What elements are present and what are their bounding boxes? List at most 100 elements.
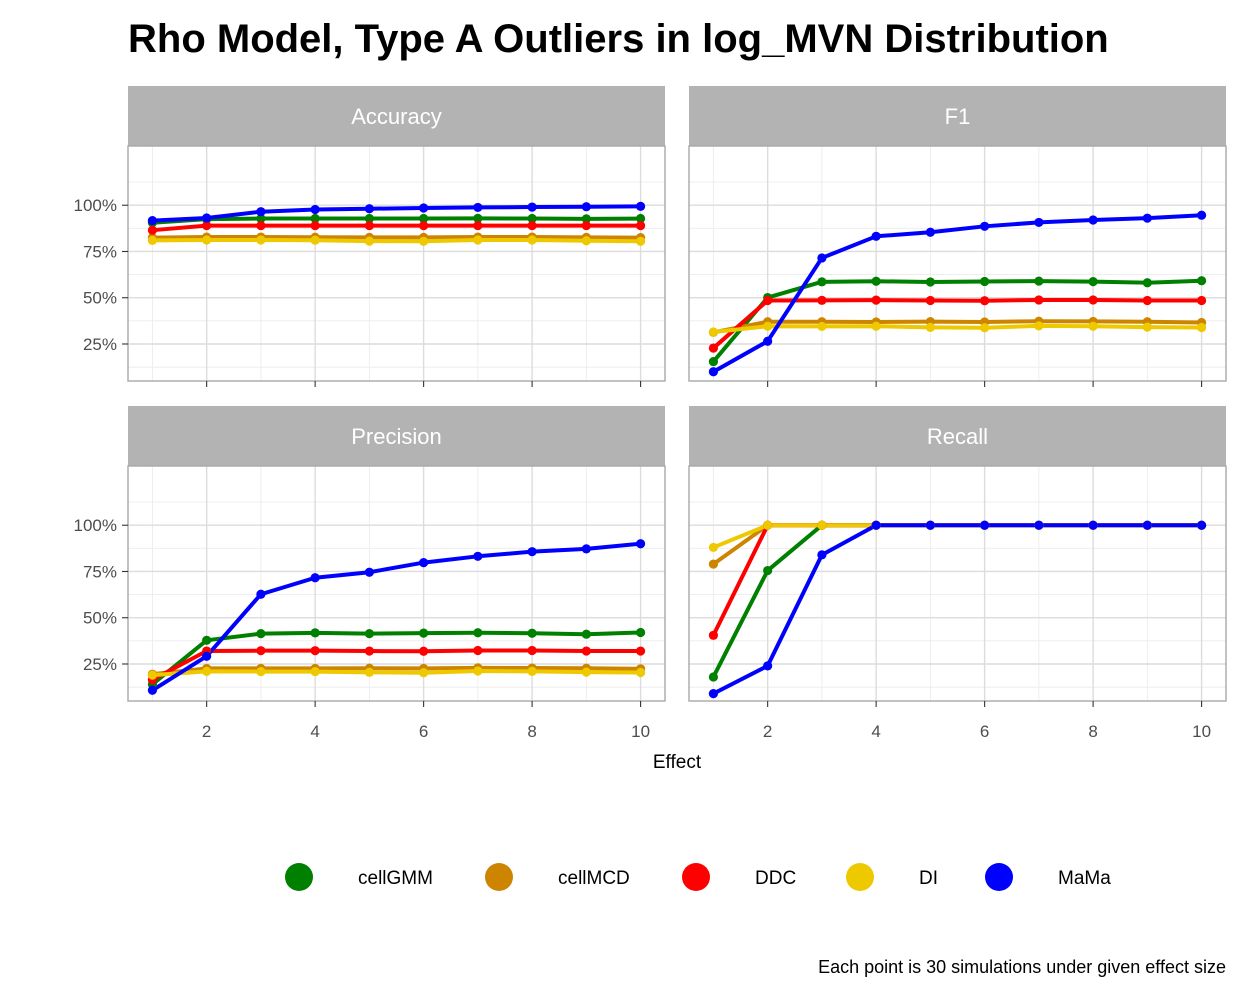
data-point-mama bbox=[310, 204, 320, 215]
data-point-ddc bbox=[310, 220, 320, 231]
panel-border bbox=[688, 145, 1227, 382]
data-point-mama bbox=[527, 202, 537, 212]
data-point-di bbox=[256, 666, 266, 677]
series-line-ddc bbox=[150, 223, 643, 233]
data-point-mama bbox=[147, 215, 158, 226]
data-point-mama bbox=[1034, 217, 1044, 228]
x-tick-label: 4 bbox=[310, 722, 319, 741]
legend-key bbox=[846, 863, 874, 891]
legend-item-ddc: DDC bbox=[682, 863, 796, 891]
data-point-ddc bbox=[980, 296, 990, 306]
x-tick-label: 6 bbox=[980, 722, 989, 741]
data-point-di bbox=[817, 520, 827, 530]
data-point-cellgmm bbox=[527, 213, 537, 224]
chart-title: Rho Model, Type A Outliers in log_MVN Di… bbox=[128, 17, 1109, 61]
data-point-ddc bbox=[202, 220, 212, 231]
data-point-di bbox=[1196, 322, 1207, 333]
data-point-ddc bbox=[310, 646, 320, 656]
data-point-mama bbox=[581, 544, 591, 554]
data-point-cellgmm bbox=[708, 356, 719, 367]
data-point-mama bbox=[1142, 520, 1152, 530]
data-point-mama bbox=[708, 367, 719, 377]
series-line-ddc bbox=[150, 648, 643, 682]
series-line-cellmcd bbox=[711, 523, 1204, 567]
legend-item-cellmcd: cellMCD bbox=[485, 863, 630, 891]
series-line-di bbox=[150, 669, 643, 678]
y-tick-label: 50% bbox=[83, 289, 117, 308]
data-point-ddc bbox=[708, 343, 719, 353]
legend-label: cellGMM bbox=[358, 868, 433, 889]
data-point-di bbox=[147, 670, 158, 680]
legend-item-di: DI bbox=[846, 863, 938, 891]
data-point-mama bbox=[1088, 215, 1098, 225]
data-point-mama bbox=[980, 520, 990, 530]
data-point-cellgmm bbox=[1196, 276, 1207, 286]
data-point-di bbox=[871, 321, 881, 331]
data-point-mama bbox=[364, 204, 374, 214]
data-point-cellgmm bbox=[581, 214, 591, 224]
series-line-mama bbox=[711, 213, 1204, 374]
facet-strip-label: F1 bbox=[945, 104, 971, 129]
data-point-cellgmm bbox=[1088, 277, 1098, 287]
series-line-ddc bbox=[711, 523, 1204, 638]
y-tick-label: 25% bbox=[83, 655, 117, 674]
data-point-mama bbox=[473, 202, 483, 213]
data-point-cellgmm bbox=[1142, 278, 1152, 288]
chart-caption: Each point is 30 simulations under given… bbox=[818, 957, 1226, 977]
data-point-di bbox=[473, 666, 483, 676]
data-point-ddc bbox=[473, 645, 483, 656]
data-point-mama bbox=[925, 227, 935, 237]
data-point-mama bbox=[980, 221, 990, 231]
data-point-ddc bbox=[473, 220, 483, 231]
data-point-di bbox=[256, 235, 266, 245]
x-tick-label: 2 bbox=[202, 722, 211, 741]
legend-label: MaMa bbox=[1058, 868, 1111, 889]
legend-label: DI bbox=[919, 868, 938, 889]
series-line-cellgmm bbox=[150, 630, 643, 687]
legend-key bbox=[285, 863, 313, 891]
data-point-cellgmm bbox=[635, 213, 646, 224]
data-point-cellgmm bbox=[708, 672, 719, 682]
y-tick-label: 50% bbox=[83, 609, 117, 628]
series-line-mama bbox=[150, 541, 643, 693]
series-line-mama bbox=[711, 523, 1204, 696]
data-point-mama bbox=[635, 201, 646, 211]
panel-border bbox=[127, 145, 666, 382]
data-point-ddc bbox=[364, 220, 374, 231]
data-point-ddc bbox=[256, 646, 266, 656]
panel-border bbox=[127, 465, 666, 702]
x-tick-label: 10 bbox=[1192, 722, 1211, 741]
data-point-di bbox=[364, 667, 374, 677]
panel-accuracy: Accuracy 25% 50% 75% 100% bbox=[74, 86, 666, 387]
x-tick-label: 8 bbox=[527, 722, 536, 741]
data-point-ddc bbox=[635, 220, 646, 231]
data-point-ddc bbox=[1142, 295, 1152, 306]
data-point-di bbox=[1034, 321, 1044, 331]
data-point-mama bbox=[364, 567, 374, 577]
facet-strip bbox=[689, 86, 1226, 146]
data-point-mama bbox=[1088, 520, 1098, 530]
data-point-mama bbox=[581, 202, 591, 212]
facet-strip bbox=[128, 406, 665, 466]
data-point-mama bbox=[527, 547, 537, 557]
data-point-cellgmm bbox=[473, 213, 483, 223]
data-point-mama bbox=[419, 203, 429, 213]
facet-panels: Accuracy 25% 50% 75% 100% F1 Precision 25% 50% 75… bbox=[74, 86, 1227, 741]
data-point-di bbox=[708, 542, 719, 553]
data-point-ddc bbox=[763, 295, 773, 306]
data-point-mama bbox=[708, 688, 719, 699]
data-point-cellgmm bbox=[763, 565, 773, 576]
panel-precision: Precision 25% 50% 75% 100% 2 4 6 8 10 bbox=[74, 406, 666, 741]
x-tick-label: 6 bbox=[419, 722, 428, 741]
data-point-mama bbox=[1196, 520, 1207, 530]
series-line-mama bbox=[150, 204, 643, 223]
data-point-mama bbox=[147, 685, 158, 695]
legend-key bbox=[682, 863, 710, 891]
data-point-cellgmm bbox=[419, 628, 429, 638]
data-point-cellgmm bbox=[473, 628, 483, 638]
legend-label: DDC bbox=[755, 868, 796, 889]
data-point-ddc bbox=[527, 645, 537, 656]
data-point-cellgmm bbox=[980, 276, 990, 287]
data-point-mama bbox=[419, 557, 429, 568]
data-point-cellgmm bbox=[871, 276, 881, 286]
